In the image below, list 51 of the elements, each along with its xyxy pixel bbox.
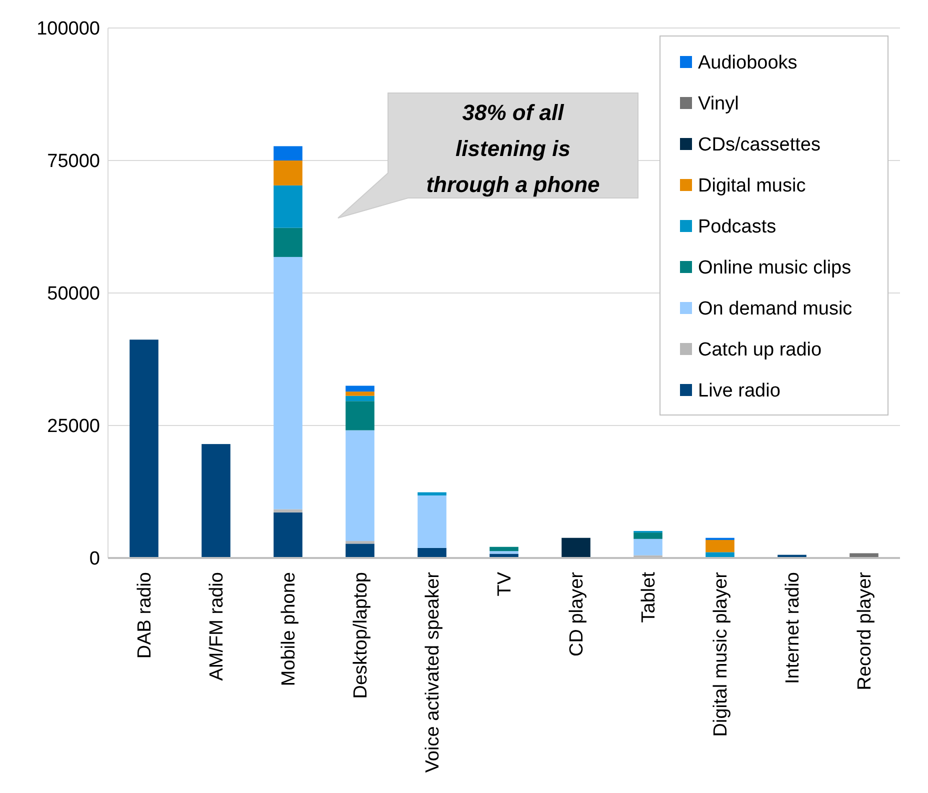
bar xyxy=(706,540,734,552)
legend-label: Live radio xyxy=(698,380,780,402)
bar xyxy=(274,228,302,257)
bar xyxy=(346,386,374,392)
bar xyxy=(346,401,374,430)
bar xyxy=(202,444,230,558)
bar xyxy=(490,551,518,554)
bar xyxy=(346,544,374,558)
legend-label: Digital music xyxy=(698,176,806,197)
x-tick-label: Digital music player xyxy=(710,571,732,737)
x-tick-label: Mobile phone xyxy=(278,572,300,686)
legend-label: Audiobooks xyxy=(698,52,798,74)
bar xyxy=(346,392,374,396)
y-tick-label: 25000 xyxy=(47,416,100,438)
annotation: 38% of all listening is through a phone xyxy=(426,100,600,197)
legend-label: Vinyl xyxy=(698,94,739,115)
y-tick-label: 50000 xyxy=(47,284,100,305)
x-tick-label: TV xyxy=(494,572,516,596)
y-tick-label: 0 xyxy=(89,548,100,570)
bar xyxy=(346,541,374,544)
x-tick-label: Tablet xyxy=(638,571,660,623)
bar xyxy=(418,548,446,558)
bar xyxy=(130,340,158,558)
bar xyxy=(346,430,374,542)
bar xyxy=(346,396,374,402)
legend-label: Podcasts xyxy=(698,216,776,238)
legend-label: Catch up radio xyxy=(698,340,822,361)
bar xyxy=(490,546,518,552)
x-tick-label: AM/FM radio xyxy=(206,572,228,681)
bar xyxy=(274,512,302,558)
bar xyxy=(562,538,590,558)
y-tick-label: 75000 xyxy=(47,151,100,172)
bar xyxy=(418,495,446,548)
bar xyxy=(634,538,662,556)
bar xyxy=(274,256,302,510)
bar xyxy=(274,185,302,228)
bar xyxy=(634,532,662,539)
x-tick-label: Internet radio xyxy=(782,572,804,684)
legend-label: On demand music xyxy=(698,298,852,320)
legend-label: Online music clips xyxy=(698,258,852,279)
bar xyxy=(274,160,302,186)
y-tick-label: 100000 xyxy=(36,18,100,40)
x-tick-label: Voice activated speaker xyxy=(422,571,444,773)
bar xyxy=(274,509,302,512)
bar xyxy=(274,146,302,160)
x-tick-label: Desktop/laptop xyxy=(350,572,372,699)
x-tick-label: CD player xyxy=(566,571,588,656)
x-tick-label: DAB radio xyxy=(134,572,156,659)
legend-label: CDs/cassettes xyxy=(698,134,820,156)
x-tick-label: Record player xyxy=(854,571,876,690)
bar xyxy=(418,492,446,496)
